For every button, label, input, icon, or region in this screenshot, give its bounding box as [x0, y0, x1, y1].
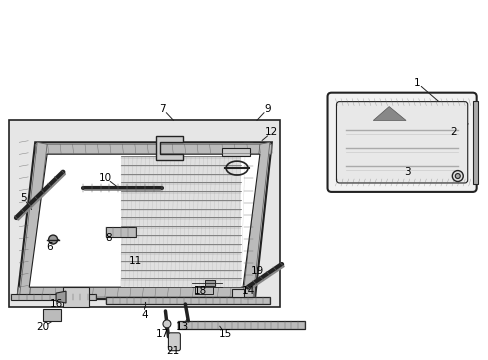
Text: 3: 3: [403, 167, 409, 177]
Polygon shape: [37, 152, 266, 289]
Bar: [472, 100, 477, 184]
Text: 2: 2: [449, 127, 456, 138]
Polygon shape: [27, 147, 269, 294]
Polygon shape: [121, 156, 241, 287]
FancyBboxPatch shape: [327, 93, 476, 192]
Circle shape: [48, 235, 58, 244]
Polygon shape: [178, 321, 304, 329]
Polygon shape: [372, 107, 405, 121]
Bar: [105, 227, 135, 237]
Polygon shape: [105, 297, 269, 304]
Polygon shape: [35, 144, 271, 154]
Text: 8: 8: [105, 233, 112, 243]
Polygon shape: [243, 142, 269, 299]
Text: 16: 16: [49, 299, 62, 309]
FancyBboxPatch shape: [336, 102, 467, 183]
Polygon shape: [19, 142, 47, 299]
Text: 10: 10: [99, 173, 112, 183]
Polygon shape: [47, 157, 264, 284]
Text: 11: 11: [129, 256, 142, 266]
Bar: [195, 286, 213, 294]
Circle shape: [451, 171, 462, 181]
Text: 15: 15: [218, 329, 231, 339]
Text: 21: 21: [165, 346, 179, 356]
Text: 20: 20: [37, 322, 50, 332]
Text: 7: 7: [159, 104, 165, 113]
Text: 6: 6: [46, 243, 52, 252]
Bar: [9, 121, 279, 307]
Circle shape: [163, 320, 171, 328]
Text: 14: 14: [241, 286, 254, 296]
Polygon shape: [17, 287, 254, 297]
Bar: [232, 289, 244, 297]
Polygon shape: [63, 287, 89, 307]
Text: 19: 19: [251, 266, 264, 276]
Text: 9: 9: [264, 104, 271, 113]
Text: 18: 18: [193, 286, 206, 296]
Bar: [222, 148, 249, 156]
Text: 1: 1: [413, 78, 420, 88]
Bar: [43, 309, 61, 321]
Circle shape: [454, 174, 459, 179]
Polygon shape: [155, 136, 183, 160]
Polygon shape: [11, 294, 96, 300]
Polygon shape: [56, 291, 66, 303]
Polygon shape: [29, 154, 260, 287]
Text: 5: 5: [20, 193, 26, 203]
Bar: [205, 280, 215, 286]
Text: 12: 12: [264, 127, 278, 138]
Text: 13: 13: [175, 322, 188, 332]
FancyBboxPatch shape: [168, 333, 180, 351]
Text: 17: 17: [156, 329, 169, 339]
Polygon shape: [17, 142, 271, 299]
Text: 4: 4: [141, 310, 147, 320]
